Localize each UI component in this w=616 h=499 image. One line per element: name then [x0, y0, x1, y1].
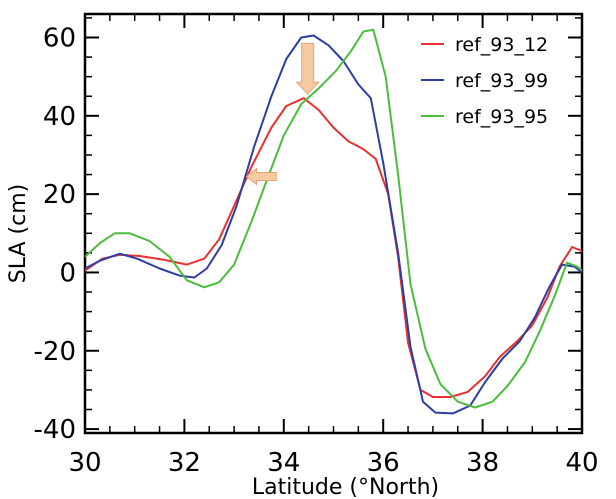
- x-axis-label: Latitude (°North): [252, 475, 439, 499]
- series-line-ref-93-12: [84, 97, 583, 398]
- legend: ref_93_12 ref_93_99 ref_93_95: [421, 34, 548, 128]
- annotation-arrow-left: [245, 167, 277, 186]
- y-tick-label: -20: [34, 337, 76, 367]
- y-tick-label: 0: [59, 258, 76, 288]
- axis-ticks: [84, 14, 583, 433]
- annotation-arrow-down: [295, 42, 320, 96]
- x-tick-label: 34: [267, 448, 300, 478]
- y-tick-label: 20: [43, 180, 76, 210]
- y-tick-label: 60: [43, 23, 76, 53]
- legend-label: ref_93_95: [455, 106, 548, 128]
- x-tick-label: 30: [68, 448, 101, 478]
- x-tick-label: 40: [565, 448, 598, 478]
- series-layer: [84, 28, 583, 415]
- tick-labels: 30 32 34 36 38 40 -40 -20 0 20 40 60: [34, 23, 599, 478]
- x-tick-label: 32: [168, 448, 201, 478]
- x-tick-label: 38: [466, 448, 499, 478]
- series-line-ref-93-95: [84, 28, 583, 409]
- x-tick-label: 36: [367, 448, 400, 478]
- legend-label: ref_93_12: [455, 34, 548, 56]
- y-tick-label: -40: [34, 415, 76, 445]
- y-tick-label: 40: [43, 102, 76, 132]
- annotation-layer: [245, 42, 320, 186]
- legend-label: ref_93_99: [455, 70, 548, 92]
- series-line-ref-93-99: [84, 34, 583, 415]
- y-axis-label: SLA (cm): [6, 184, 31, 283]
